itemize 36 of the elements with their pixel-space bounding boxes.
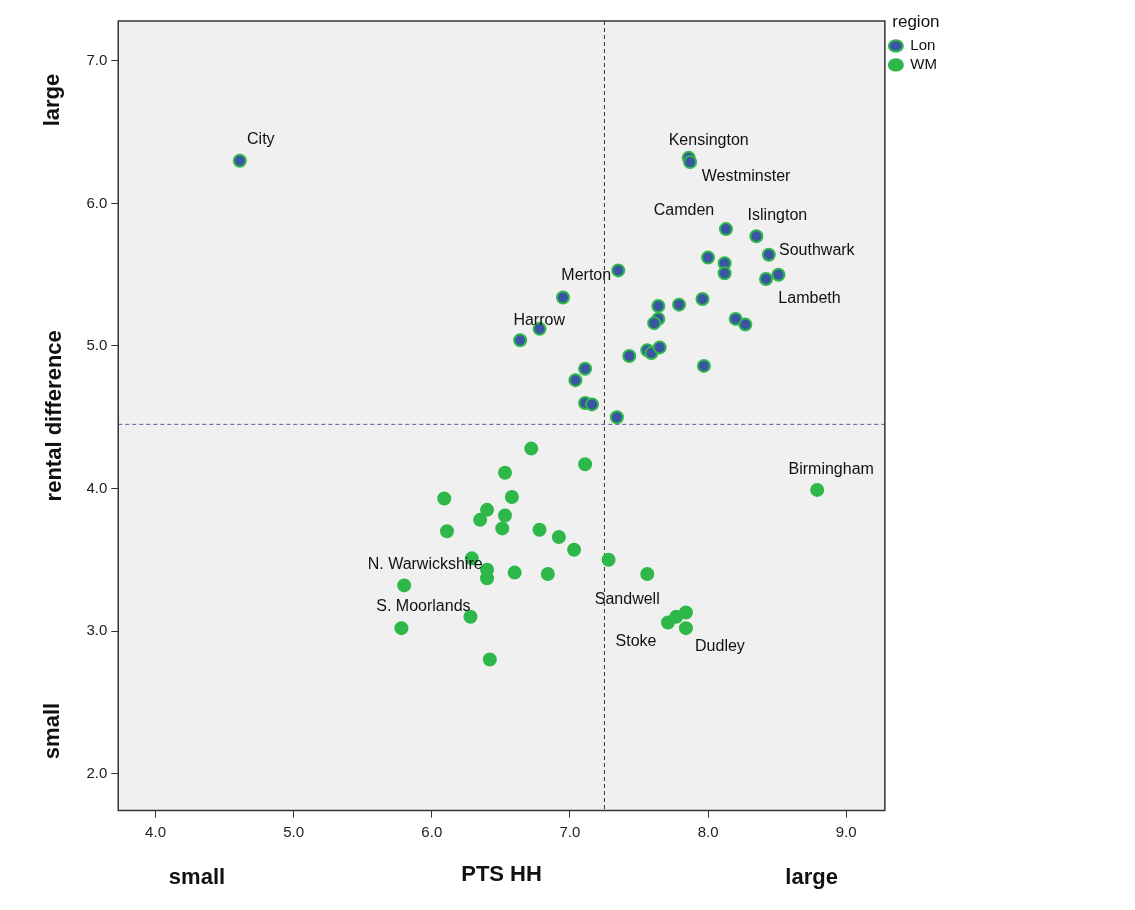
annotation: Stoke <box>615 631 657 649</box>
annotation: S. Moorlands <box>376 596 471 614</box>
annotation: Dudley <box>695 636 745 654</box>
annotation: Lambeth <box>778 289 841 307</box>
legend-title: region <box>892 12 940 32</box>
x-tick-label: 9.0 <box>835 822 857 840</box>
y-tick-label: 6.0 <box>86 193 108 211</box>
annotation: Birmingham <box>788 460 874 478</box>
legend-label: WM <box>910 55 937 73</box>
y-tick-label: 3.0 <box>86 621 108 639</box>
x-tick-label: 5.0 <box>283 822 305 840</box>
text: small <box>39 702 65 760</box>
y-tick-label: 7.0 <box>86 51 108 69</box>
y-tick-label: 4.0 <box>86 478 108 496</box>
x-tick-label: 7.0 <box>559 822 581 840</box>
annotation: N. Warwickshire <box>367 554 483 572</box>
annotation: City <box>247 130 275 148</box>
annotation: Kensington <box>668 131 749 149</box>
annotation: Merton <box>561 265 612 283</box>
text: large <box>785 864 838 890</box>
annotation: Camden <box>653 201 715 219</box>
x-tick-label: 8.0 <box>697 822 719 840</box>
x-axis-title: PTS HH <box>461 860 542 886</box>
annotation: Islington <box>747 205 808 223</box>
legend-label: Lon <box>910 36 936 54</box>
x-tick-label: 6.0 <box>421 822 443 840</box>
annotation: Harrow <box>513 310 566 328</box>
annotation: Southwark <box>779 241 856 259</box>
text: large <box>39 73 65 127</box>
annotation: Sandwell <box>594 590 660 608</box>
text: small <box>168 864 226 890</box>
y-tick-label: 2.0 <box>86 763 108 781</box>
x-tick-label: 4.0 <box>145 822 166 840</box>
y-axis-title: rental difference <box>41 330 67 502</box>
y-tick-label: 5.0 <box>86 336 108 354</box>
annotation: Westminster <box>701 166 792 184</box>
